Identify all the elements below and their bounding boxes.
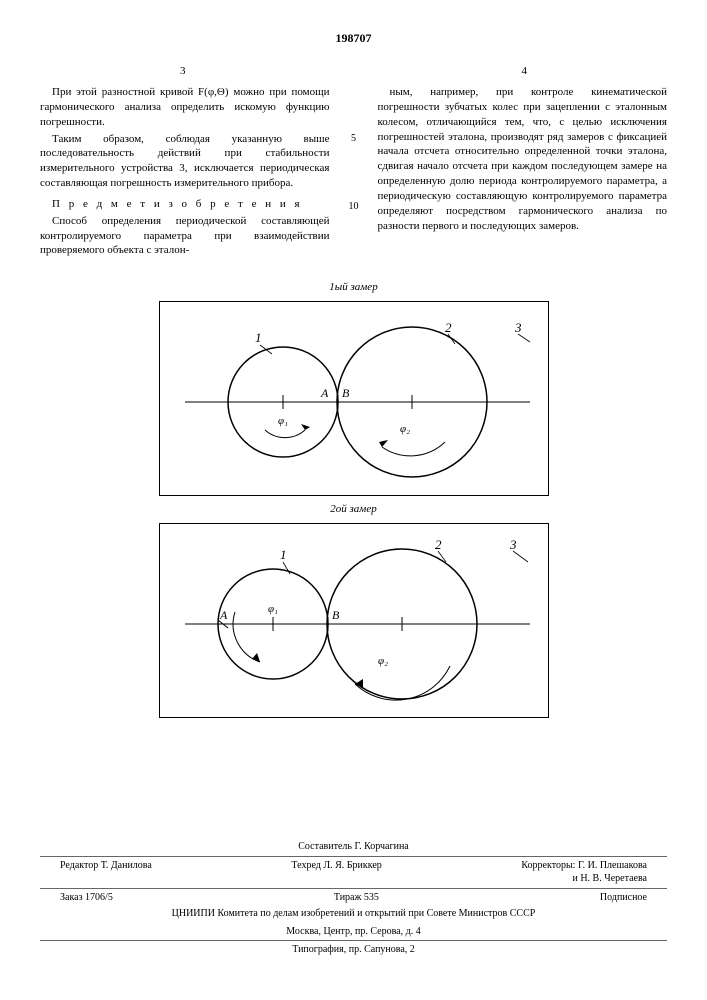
figure-2: 1 2 3 A B φ₁ φ₂	[159, 523, 549, 718]
figure-1-svg: 1 2 3 A B φ₁ φ₂	[160, 302, 550, 497]
figure-caption-2: 2ой замер	[40, 502, 667, 517]
fig2-label-phi2: φ₂	[378, 655, 388, 667]
subject-heading: П р е д м е т и з о б р е т е н и я	[40, 197, 330, 212]
fig2-label-2: 2	[435, 537, 442, 552]
document-number: 198707	[40, 30, 667, 46]
fig1-label-phi1: φ₁	[278, 415, 288, 427]
fig2-label-1: 1	[280, 547, 287, 562]
left-column: При этой разностной кривой F(φ,Θ) можно …	[40, 85, 330, 260]
fig1-label-A: A	[320, 386, 329, 400]
tirage: Тираж 535	[334, 891, 379, 905]
para: При этой разностной кривой F(φ,Θ) можно …	[40, 85, 330, 130]
line-marker: 10	[348, 200, 360, 214]
right-column: ным, например, при контроле кинематическ…	[378, 85, 668, 260]
fig2-label-phi1: φ₁	[268, 603, 278, 615]
corrector2: и Н. В. Черетаева	[572, 873, 647, 884]
figure-1: 1 2 3 A B φ₁ φ₂	[159, 301, 549, 496]
page-num-right: 4	[522, 64, 528, 79]
techred: Техред Л. Я. Бриккер	[291, 859, 381, 886]
fig1-label-1: 1	[255, 330, 262, 345]
fig2-label-A: A	[219, 608, 228, 622]
fig2-label-3: 3	[509, 537, 517, 552]
order: Заказ 1706/5	[60, 891, 113, 905]
figure-2-svg: 1 2 3 A B φ₁ φ₂	[160, 524, 550, 719]
printer: Типография, пр. Сапунова, 2	[40, 940, 667, 959]
fig1-label-3: 3	[514, 320, 522, 335]
figure-caption-1: 1ый замер	[40, 280, 667, 295]
para: Способ определения периодической составл…	[40, 214, 330, 259]
fig1-label-phi2: φ₂	[400, 423, 410, 435]
editor: Редактор Т. Данилова	[60, 859, 152, 886]
line-marker: 5	[348, 132, 360, 146]
para: Таким образом, соблюдая указанную выше п…	[40, 132, 330, 191]
figures-block: 1ый замер 1 2 3 A B φ₁ φ₂	[40, 280, 667, 718]
fig1-label-2: 2	[445, 320, 452, 335]
page-num-left: 3	[180, 64, 186, 79]
fig2-label-B: B	[332, 608, 340, 622]
subscription: Подписное	[600, 891, 647, 905]
address: Москва, Центр, пр. Серова, д. 4	[40, 923, 667, 941]
org: ЦНИИПИ Комитета по делам изобретений и о…	[40, 905, 667, 923]
compiler: Составитель Г. Корчагина	[40, 838, 667, 856]
fig1-label-B: B	[342, 386, 350, 400]
para: ным, например, при контроле кинематическ…	[378, 85, 668, 233]
credits-block: Составитель Г. Корчагина Редактор Т. Дан…	[40, 838, 667, 959]
text-columns: При этой разностной кривой F(φ,Θ) можно …	[40, 85, 667, 260]
corrector1: Корректоры: Г. И. Плешакова	[521, 860, 647, 871]
line-number-gutter: 5 10	[348, 85, 360, 260]
